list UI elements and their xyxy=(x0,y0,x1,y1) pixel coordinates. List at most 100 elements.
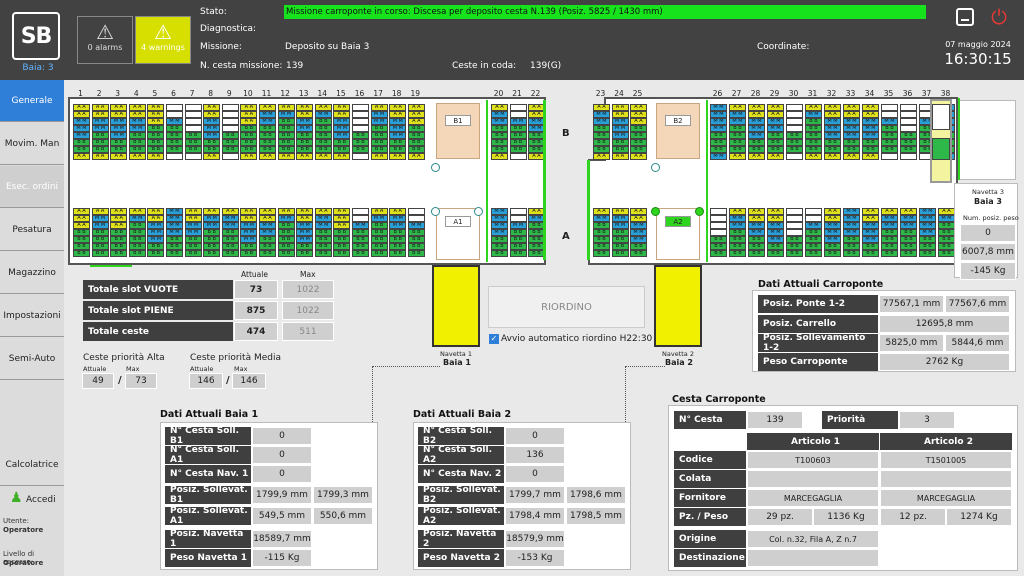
priorita-media-label: Ceste priorità Media xyxy=(190,353,281,363)
riordino-button[interactable]: RIORDINO xyxy=(488,286,645,328)
alarms-button[interactable]: ⚠ 0 alarms xyxy=(77,16,133,64)
riordino-checkbox[interactable]: ✓ xyxy=(489,334,499,344)
nav-calcolatrice[interactable]: Calcolatrice xyxy=(0,444,64,486)
monitor-icon[interactable] xyxy=(956,8,974,26)
slot-cell: A A xyxy=(370,153,388,160)
bay-b2[interactable] xyxy=(656,103,700,159)
slot-cell: M M xyxy=(611,118,629,125)
nav-esec-ordini[interactable]: Esec. ordini xyxy=(0,166,64,208)
navetta-2[interactable] xyxy=(654,265,702,347)
nav-semi-auto[interactable]: Semi-Auto xyxy=(0,338,64,380)
nav-impostazioni[interactable]: Impostazioni xyxy=(0,295,64,337)
slot-cell: B B xyxy=(184,250,202,257)
nav-movim-man[interactable]: Movim. Man xyxy=(0,123,64,165)
bay-b1[interactable] xyxy=(436,103,480,159)
bay-a1[interactable] xyxy=(436,208,480,260)
navetta-1[interactable] xyxy=(432,265,480,347)
warnings-button[interactable]: ⚠ 4 warnings xyxy=(135,16,191,64)
power-icon[interactable]: ⏻ xyxy=(991,5,1007,29)
accedi-button[interactable]: ♟ Accedi xyxy=(10,490,56,506)
nav-pesatura[interactable]: Pesatura xyxy=(0,209,64,251)
nav-generale[interactable]: Generale xyxy=(0,80,64,122)
slot-cell: A A xyxy=(110,104,128,111)
nav-magazzino[interactable]: Magazzino xyxy=(0,252,64,294)
